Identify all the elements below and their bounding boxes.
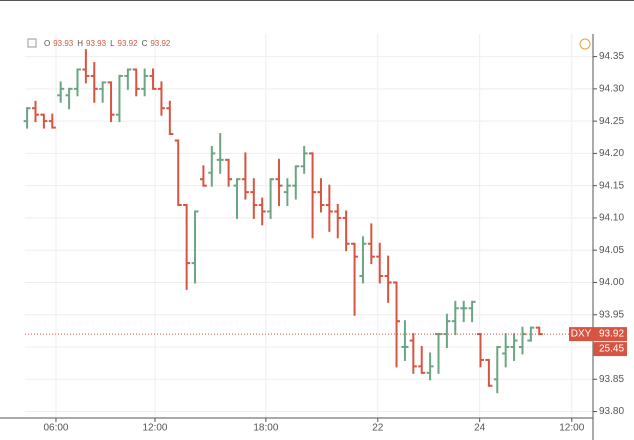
ohlc-bar [376,242,384,284]
ohlc-bar [435,333,443,374]
legend-key: H [77,39,83,48]
y-tick-label: 94.15 [599,180,624,191]
ohlc-bar [300,145,308,174]
ohlc-bar [48,113,56,129]
ohlc-bar [317,178,325,213]
y-tick-label: 93.95 [599,309,624,320]
ohlc-bar [241,152,249,200]
price-badge [593,327,627,342]
ohlc-bar [283,178,291,207]
ohlc-bar [342,210,350,252]
collapse-icon[interactable] [27,38,37,48]
ohlc-bar [401,320,409,361]
symbol-label: DXY [571,329,592,340]
ohlc-bar [451,300,459,336]
ohlc-bar [40,113,48,129]
ohlc-bar [57,81,65,103]
ohlc-bar [258,197,266,226]
ohlc-bar [351,242,359,316]
ohlc-bar [65,87,73,110]
ohlc-bar [191,210,199,284]
ohlc-bar [82,49,90,84]
symbol-badge [569,327,593,342]
ohlc-bar [527,326,535,342]
ohlc-bar [418,346,426,374]
ohlc-bar [208,145,216,187]
countdown-label: 25.45 [599,344,624,355]
ohlc-bar [275,158,283,207]
ohlc-bar [426,352,434,381]
ohlc-legend: O 93.93 H 93.93 L 93.92 C 93.92 [44,39,171,48]
ohlc-bar [225,158,233,187]
ohlc-bar [510,333,518,361]
ohlc-bar [183,204,191,290]
legend-value: 93.93 [53,39,74,48]
y-tick-label: 94.20 [599,148,624,159]
ohlc-bar [476,333,484,368]
legend-value: 93.92 [118,39,139,48]
ohlc-bar [460,300,468,323]
last-price-label: 93.92 [599,329,624,340]
x-tick-label: 22 [372,423,384,434]
countdown-badge [593,342,627,357]
ohlc-bar [124,68,132,90]
ohlc-bar [31,100,39,123]
ohlc-bar [384,255,392,303]
x-tick-label: 18:00 [253,423,278,434]
ohlc-bar [267,178,275,219]
legend-key: L [110,39,115,48]
ohlc-bar [359,236,367,284]
ohlc-bar [443,313,451,349]
legend-value: 93.93 [86,39,107,48]
alert-icon[interactable] [579,38,591,50]
y-tick-label: 93.80 [599,406,624,417]
ohlc-bar [216,133,224,174]
ohlc-bar [367,223,375,265]
ohlc-bar [334,204,342,239]
y-tick-label: 94.05 [599,245,624,256]
ohlc-bar [157,81,165,116]
y-tick-label: 94.10 [599,213,624,224]
y-tick-label: 94.00 [599,277,624,288]
legend-key: C [142,39,148,48]
ohlc-bar [409,333,417,374]
ohlc-bar [115,74,123,123]
ohlc-bar [107,81,115,123]
ohlc-bar [199,165,207,187]
ohlc-bar [518,326,526,355]
x-tick-label: 12:00 [559,423,584,434]
ohlc-bar [292,165,300,200]
ohlc-bar [250,178,258,219]
ohlc-bar [132,68,140,97]
ohlc-bar [99,81,107,103]
ohlc-bar [90,62,98,103]
ohlc-bar [149,68,157,90]
legend-value: 93.92 [150,39,171,48]
ohlc-bar [309,152,317,239]
ohlc-bar [468,300,476,323]
ohlc-bar [502,333,510,368]
x-tick-label: 12:00 [142,423,167,434]
ohlc-bar [174,139,182,207]
ohlc-bar [325,184,333,232]
ohlc-bar [493,346,501,394]
x-tick-label: 24 [474,423,486,434]
y-tick-label: 94.35 [599,51,624,62]
y-tick-label: 94.25 [599,116,624,127]
ohlc-bar [166,100,174,136]
legend-key: O [44,39,50,48]
ohlc-bar [393,281,401,368]
y-tick-label: 93.85 [599,374,624,385]
ohlc-bar [233,178,241,219]
y-tick-label: 94.30 [599,83,624,94]
ohlc-bar [73,68,81,97]
x-tick-label: 06:00 [43,423,68,434]
ohlc-bar [485,358,493,387]
ohlc-bar [141,68,149,97]
ohlc-bar [23,107,31,129]
